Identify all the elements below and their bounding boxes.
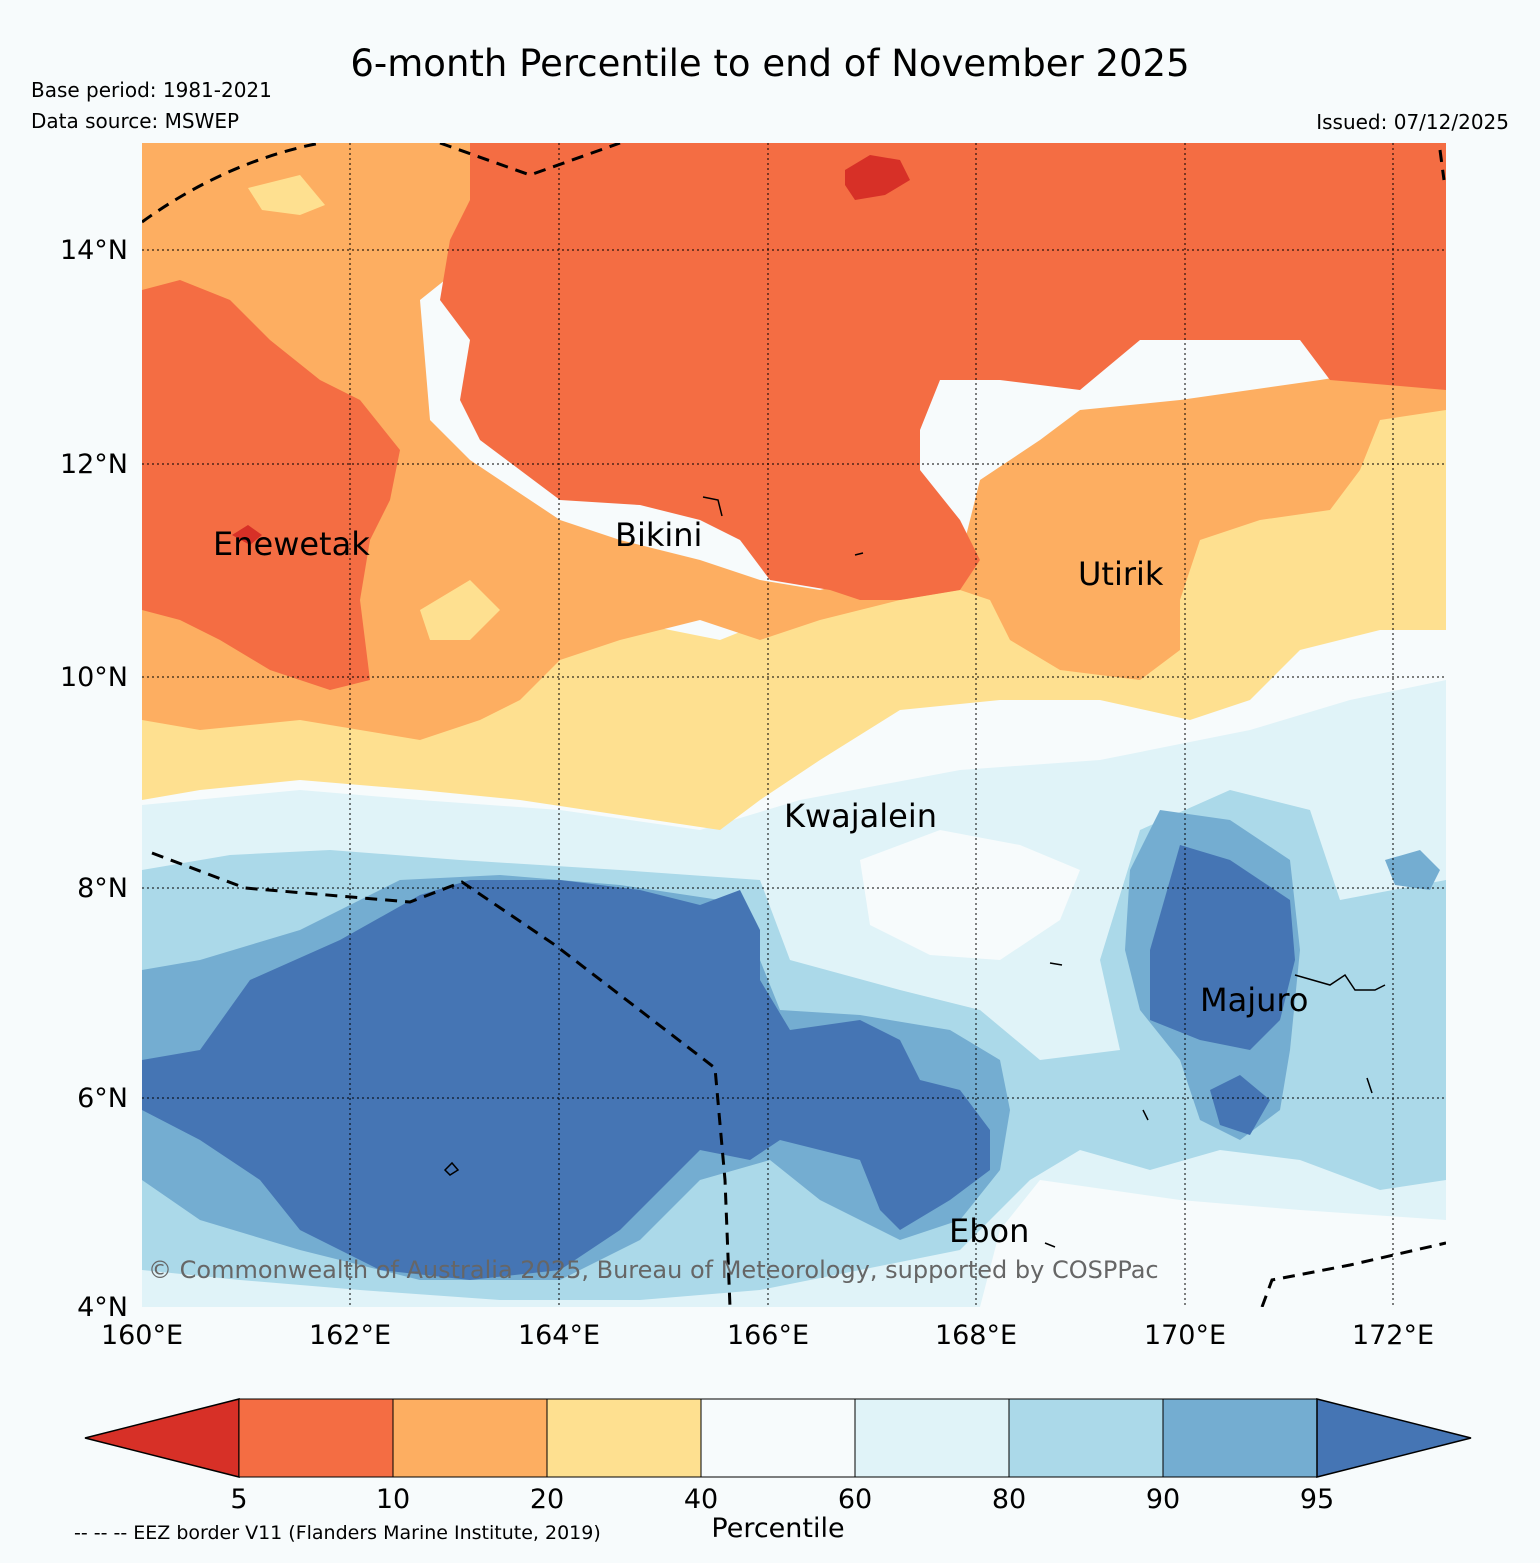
lat-tick: 8°N [77, 873, 128, 904]
colorbar-tick: 40 [684, 1484, 718, 1515]
colorbar-5-10 [238, 1398, 394, 1478]
colorbar-tick: 80 [992, 1484, 1026, 1515]
lon-tick: 170°E [1144, 1320, 1226, 1351]
colorbar-80-90 [1008, 1398, 1164, 1478]
colorbar-tick: 95 [1300, 1484, 1334, 1515]
lon-tick: 164°E [518, 1320, 600, 1351]
colorbar-tick: 20 [530, 1484, 564, 1515]
place-utirik: Utirik [1078, 555, 1164, 593]
colorbar-60-80 [854, 1398, 1010, 1478]
graticule [142, 143, 1446, 1307]
base-period: Base period: 1981-2021 [31, 78, 272, 102]
colorbar-tick: 5 [230, 1484, 247, 1515]
data-source: Data source: MSWEP [31, 109, 240, 133]
colorbar-tick: 10 [376, 1484, 410, 1515]
place-kwajalein: Kwajalein [784, 797, 937, 835]
issued-date: Issued: 07/12/2025 [1316, 110, 1509, 134]
place-majuro: Majuro [1200, 981, 1308, 1019]
colorbar-above-95 [1316, 1398, 1472, 1478]
colorbar-40-60 [700, 1398, 856, 1478]
copyright-notice: © Commonwealth of Australia 2025, Bureau… [148, 1256, 1159, 1284]
lon-tick: 162°E [309, 1320, 391, 1351]
map-title: 6-month Percentile to end of November 20… [350, 42, 1190, 85]
band-below-5 [845, 155, 910, 200]
lat-tick: 14°N [60, 235, 128, 266]
band-above-95 [142, 880, 990, 1280]
percentile-field: © Commonwealth of Australia 2025, Bureau… [142, 143, 1446, 1307]
lat-tick: 6°N [77, 1083, 128, 1114]
eez-legend-note: -- -- -- EEZ border V11 (Flanders Marine… [74, 1522, 601, 1544]
lon-axis: 160°E 162°E 164°E 166°E 168°E 170°E 172°… [101, 1320, 1434, 1351]
colorbar-10-20 [392, 1398, 548, 1478]
colorbar [84, 1398, 1472, 1478]
lon-tick: 168°E [935, 1320, 1017, 1351]
colorbar-label: Percentile [711, 1513, 845, 1544]
place-enewetak: Enewetak [213, 525, 370, 563]
lon-tick: 166°E [727, 1320, 809, 1351]
eez-border [142, 143, 1446, 1307]
lat-tick: 12°N [60, 449, 128, 480]
place-bikini: Bikini [615, 516, 702, 554]
colorbar-tick: 60 [838, 1484, 872, 1515]
colorbar-tick: 90 [1146, 1484, 1180, 1515]
band-5-10 [440, 143, 1446, 600]
coastline [443, 496, 1386, 1248]
lon-tick: 172°E [1352, 1320, 1434, 1351]
colorbar-below-5 [84, 1398, 240, 1478]
place-ebon: Ebon [949, 1212, 1029, 1250]
colorbar-20-40 [546, 1398, 702, 1478]
colorbar-ticks: 5 10 20 40 60 80 90 95 [230, 1484, 1334, 1515]
lat-tick: 10°N [60, 662, 128, 693]
lon-tick: 160°E [101, 1320, 183, 1351]
colorbar-90-95 [1162, 1398, 1318, 1478]
lat-tick: 4°N [77, 1292, 128, 1323]
lat-axis: 14°N 12°N 10°N 8°N 6°N 4°N [60, 235, 128, 1323]
